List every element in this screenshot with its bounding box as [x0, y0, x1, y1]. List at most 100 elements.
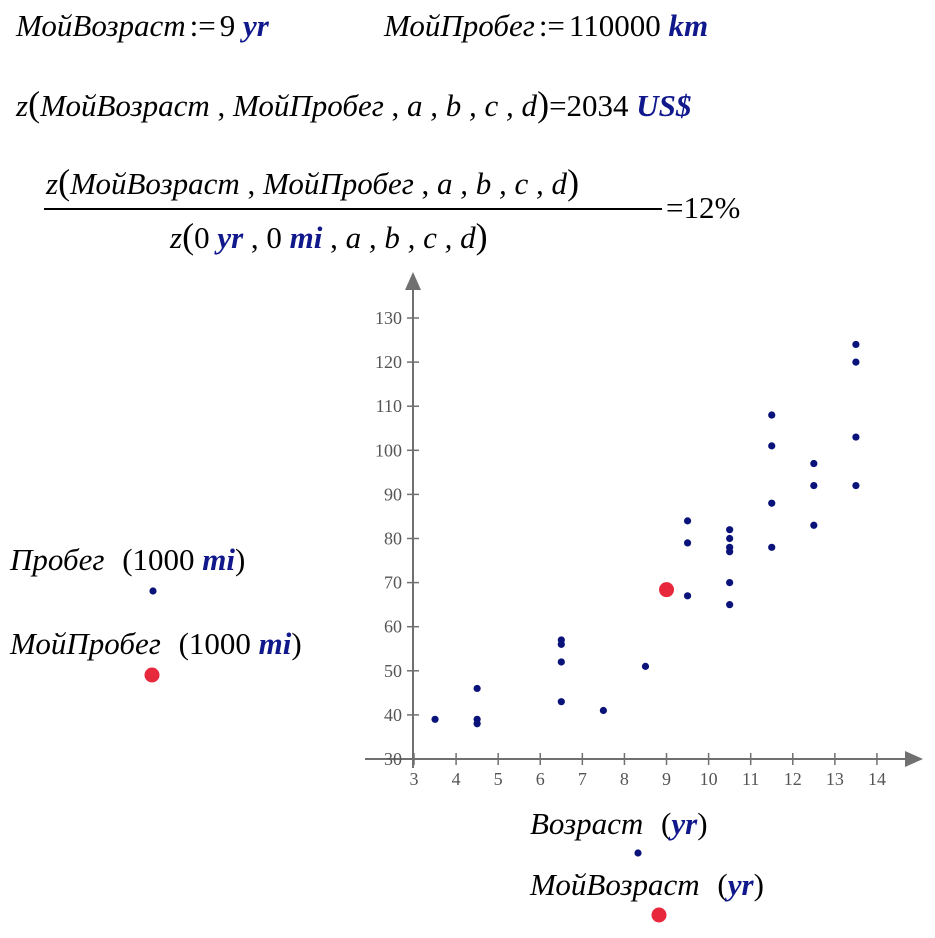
x-tick-label: 9	[662, 769, 671, 789]
close-paren: )	[567, 162, 580, 202]
arg-mileage: МойПробег	[262, 166, 414, 201]
y-mine-unit-scale: 1000	[188, 626, 251, 661]
y-series-name: Пробег	[10, 542, 105, 577]
result-unit: US$	[636, 88, 692, 123]
y-tick-label: 30	[384, 749, 402, 769]
x-series-marker	[634, 849, 642, 857]
x-tick-label: 13	[826, 769, 844, 789]
age-definition: МойВозраст:= 9 yr	[16, 8, 269, 44]
x-mine-unit: yr	[727, 867, 754, 902]
fraction-bar	[44, 208, 662, 210]
arg-age: МойВозраст	[40, 88, 210, 123]
x-series-unit: yr	[671, 806, 698, 841]
data-point	[810, 481, 818, 490]
data-point	[599, 706, 607, 715]
data-point	[768, 442, 776, 450]
y-tick-label: 60	[384, 617, 402, 637]
data-point	[852, 481, 860, 490]
y-mine-unit: mi	[258, 626, 292, 661]
function-name: z	[46, 166, 59, 201]
x-mine-legend: МойВозраст (yr)	[530, 867, 764, 902]
y-tick-label: 110	[376, 396, 402, 416]
y-mine-legend: МойПробег (1000 mi)	[10, 626, 302, 661]
y-tick-label: 100	[375, 440, 402, 460]
y-mine-marker	[144, 667, 160, 683]
data-point	[810, 521, 818, 529]
data-point	[557, 698, 565, 706]
y-mine-name: МойПробег	[10, 626, 161, 661]
zero-mileage: 0	[266, 220, 282, 255]
open-paren: (	[182, 216, 195, 256]
data-point	[810, 459, 818, 468]
x-mine-name: МойВозраст	[530, 867, 700, 902]
age-value: 9	[219, 8, 236, 43]
data-point	[726, 526, 734, 534]
mileage-variable: МойПробег	[384, 8, 535, 43]
data-point	[473, 720, 481, 728]
data-point	[726, 548, 734, 556]
x-tick-label: 10	[700, 769, 718, 789]
age-unit: yr	[243, 8, 269, 43]
data-point	[473, 684, 481, 693]
result-value: 2034	[566, 88, 629, 123]
arg-age: МойВозраст	[70, 166, 240, 201]
data-point	[683, 592, 692, 600]
y-tick-label: 40	[384, 705, 402, 725]
x-tick-label: 4	[452, 769, 461, 789]
open-paren: (	[58, 162, 71, 202]
equals-sign: =	[666, 190, 684, 225]
data-point	[726, 534, 734, 543]
y-tick-label: 130	[375, 308, 402, 328]
x-tick-label: 14	[868, 769, 886, 789]
y-series-marker	[149, 587, 157, 595]
x-tick-label: 7	[578, 769, 587, 789]
y-series-legend: Пробег (1000 mi)	[10, 542, 246, 577]
zero-age: 0	[194, 220, 210, 255]
assign-operator: :=	[538, 8, 565, 43]
data-point	[852, 340, 860, 349]
y-axis-arrow	[405, 272, 421, 290]
function-name: z	[16, 88, 29, 123]
x-series-name: Возраст	[530, 806, 644, 841]
data-point	[726, 579, 734, 587]
data-point	[768, 543, 776, 551]
mileage-value: 110000	[568, 8, 661, 43]
open-paren: (	[28, 84, 41, 124]
x-tick-label: 8	[620, 769, 629, 789]
y-tick-label: 90	[384, 484, 402, 504]
zero-age-unit: yr	[217, 220, 244, 255]
data-point	[852, 433, 860, 441]
price-result: z(МойВозраст , МойПробег , a , b , c , d…	[16, 84, 692, 124]
x-tick-label: 12	[784, 769, 802, 789]
ratio-numerator: z(МойВозраст , МойПробег , a , b , c , d…	[46, 162, 580, 202]
y-tick-label: 80	[384, 529, 402, 549]
ratio-result: =12%	[666, 190, 740, 226]
args-rest: a , b , c , d	[437, 166, 568, 201]
data-point	[641, 662, 650, 670]
x-tick-label: 5	[494, 769, 503, 789]
y-tick-label: 120	[375, 352, 402, 372]
y-series-unit: mi	[202, 542, 235, 577]
ratio-denominator: z(0 yr , 0 mi , a , b , c , d)	[170, 216, 488, 256]
x-tick-label: 3	[410, 769, 419, 789]
data-point	[852, 358, 860, 366]
data-point	[768, 411, 776, 419]
zero-mileage-unit: mi	[289, 220, 323, 255]
data-point	[557, 640, 565, 648]
data-point	[726, 601, 734, 609]
data-point	[683, 539, 692, 547]
args-rest: a , b , c , d	[345, 220, 476, 255]
function-name: z	[170, 220, 183, 255]
y-series-unit-scale: 1000	[132, 542, 195, 577]
data-point	[557, 658, 565, 666]
y-tick-label: 50	[384, 661, 402, 681]
my-car-point	[659, 582, 675, 598]
args-rest: a , b , c , d	[407, 88, 538, 123]
close-paren: )	[537, 84, 550, 124]
arg-mileage: МойПробег	[232, 88, 384, 123]
x-mine-marker	[651, 907, 667, 923]
x-axis-arrow	[905, 751, 923, 767]
data-point	[431, 715, 439, 723]
mileage-definition: МойПробег:= 110000 km	[384, 8, 708, 44]
